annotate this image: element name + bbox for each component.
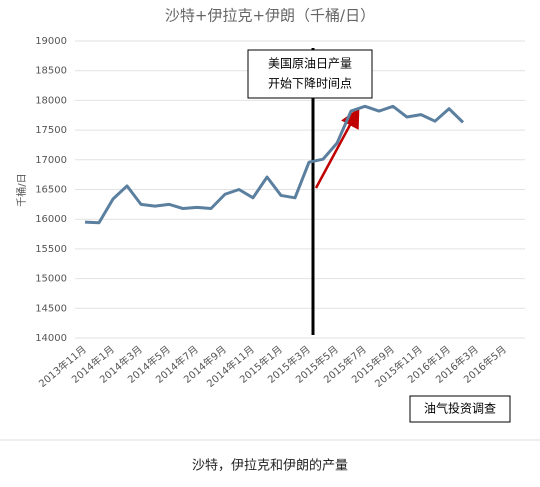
chart-title: 沙特+伊拉克+伊朗（千桶/日） — [165, 7, 375, 25]
y-tick-label: 18500 — [35, 66, 67, 77]
source: 油气投资调查 — [424, 401, 496, 416]
y-tick-label: 18000 — [35, 95, 67, 106]
annotation-box — [247, 49, 373, 99]
annotation: 美国原油日产量 — [268, 57, 352, 71]
y-tick-label: 19000 — [35, 36, 67, 47]
y-tick-label: 14500 — [35, 303, 67, 314]
x-tick-label: 2013年11月 — [36, 343, 89, 390]
data-line — [84, 104, 465, 225]
caption: 沙特，伊拉克和伊朗的产量 — [192, 458, 348, 474]
y-tick-label: 15500 — [35, 244, 67, 255]
y-tick-label: 16500 — [35, 185, 67, 196]
y-tick-label: 15000 — [35, 274, 67, 285]
annotation: 开始下降时间点 — [268, 77, 352, 91]
y-tick-label: 17000 — [35, 155, 67, 166]
trend-arrow — [314, 107, 360, 189]
y-tick-label: 17500 — [35, 125, 67, 136]
source-box — [409, 395, 511, 423]
y-axis-label: 千桶/日 — [15, 173, 28, 206]
y-tick-label: 14000 — [35, 333, 67, 344]
y-tick-label: 16000 — [35, 214, 67, 225]
